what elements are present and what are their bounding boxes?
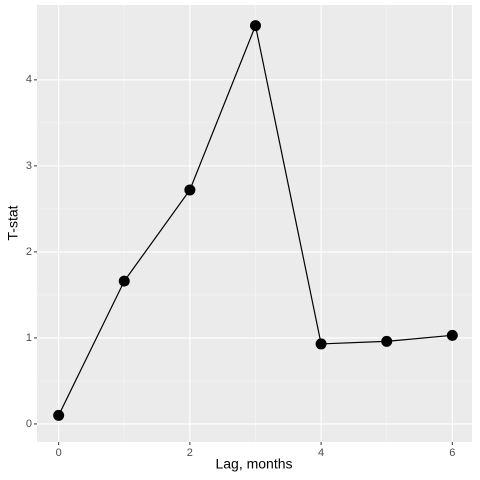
x-axis-title: Lag, months bbox=[215, 456, 292, 472]
point bbox=[381, 335, 393, 347]
x-tick-label: 0 bbox=[56, 447, 62, 459]
x-tick-label: 2 bbox=[187, 447, 193, 459]
point bbox=[315, 338, 327, 350]
y-tick-label: 4 bbox=[26, 74, 32, 86]
x-tick-label: 6 bbox=[449, 447, 455, 459]
x-tick-label: 4 bbox=[318, 447, 324, 459]
y-axis-title: T-stat bbox=[5, 205, 21, 240]
panel bbox=[37, 5, 472, 442]
point bbox=[249, 20, 261, 32]
y-tick-label: 1 bbox=[26, 332, 32, 344]
point bbox=[446, 329, 458, 341]
point bbox=[53, 409, 65, 421]
point bbox=[184, 184, 196, 196]
point bbox=[118, 275, 130, 287]
y-tick-label: 2 bbox=[26, 246, 32, 258]
y-tick-label: 3 bbox=[26, 160, 32, 172]
y-tick-label: 0 bbox=[26, 418, 32, 430]
